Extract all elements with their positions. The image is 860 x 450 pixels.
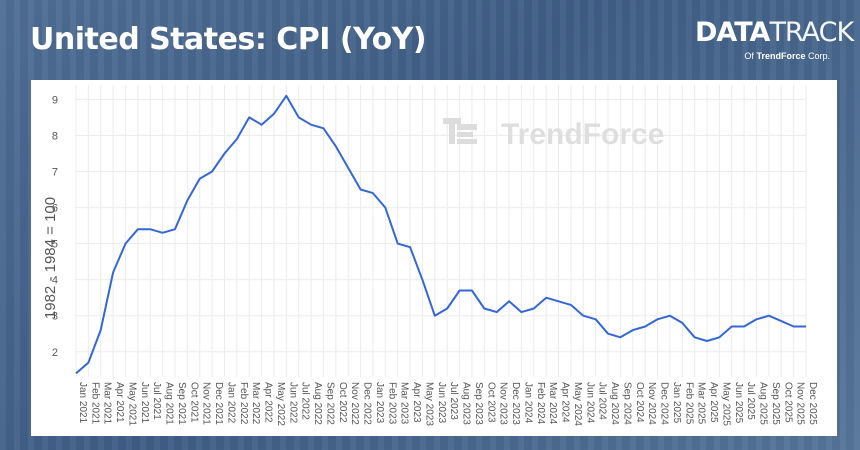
x-tick-label: Dec 2022 <box>362 382 373 425</box>
x-tick-label: Jun 2022 <box>287 382 298 424</box>
x-tick-label: Apr 2021 <box>114 382 125 423</box>
x-tick-label: Mar 2021 <box>102 382 113 425</box>
logo-wordmark: DATATRACK <box>695 17 854 48</box>
x-tick-label: Feb 2023 <box>386 382 397 425</box>
x-tick-label: Feb 2022 <box>238 382 249 425</box>
y-tick-label: 9 <box>52 94 58 106</box>
x-tick-label: Mar 2022 <box>250 382 261 425</box>
watermark-text: TrendForce <box>501 118 664 151</box>
x-tick-label: Nov 2024 <box>646 382 657 425</box>
x-tick-label: Jul 2023 <box>448 382 459 420</box>
y-tick-label: 5 <box>52 239 58 251</box>
x-tick-label: Oct 2022 <box>337 382 348 423</box>
x-tick-label: Nov 2023 <box>498 382 509 425</box>
x-tick-label: May 2023 <box>423 382 434 426</box>
x-tick-label: Nov 2022 <box>349 382 360 425</box>
x-tick-label: Sep 2025 <box>770 382 781 425</box>
datatrack-logo: DATATRACK Of TrendForce Corp. <box>695 17 854 68</box>
x-tick-label: Jun 2024 <box>584 382 595 424</box>
x-tick-label: Dec 2021 <box>213 382 224 425</box>
x-tick-label: Mar 2024 <box>547 382 558 425</box>
x-tick-label: Dec 2024 <box>659 382 670 425</box>
y-tick-label: 6 <box>52 203 58 215</box>
logo-company-suffix: Corp. <box>807 51 830 61</box>
y-tick-label: 3 <box>52 311 58 323</box>
x-tick-label: Mar 2025 <box>696 382 707 425</box>
x-tick-label: Sep 2023 <box>473 382 484 425</box>
x-tick-label: Aug 2023 <box>461 382 472 425</box>
x-tick-label: Jul 2024 <box>597 382 608 420</box>
x-tick-label: Feb 2024 <box>535 382 546 425</box>
watermark-logo-icon <box>443 118 477 144</box>
x-tick-label: Jan 2022 <box>225 382 236 424</box>
x-tick-label: Jul 2025 <box>745 382 756 420</box>
x-tick-label: Jan 2021 <box>77 382 88 424</box>
x-tick-label: Aug 2021 <box>164 382 175 425</box>
logo-company: TrendForce <box>756 51 806 61</box>
x-tick-label: Oct 2021 <box>188 382 199 423</box>
y-tick-label: 7 <box>52 167 58 179</box>
x-tick-label: Jan 2023 <box>374 382 385 424</box>
x-tick-labels: Jan 2021 Feb 2021 Mar 2021 Apr 2021 May 2021… <box>77 382 818 426</box>
watermark: TrendForce <box>443 118 664 151</box>
logo-subline: Of TrendForce Corp. <box>695 51 830 61</box>
x-tick-label: May 2022 <box>275 382 286 426</box>
logo-of-text: Of <box>744 51 754 61</box>
x-tick-label: Apr 2023 <box>411 382 422 423</box>
x-tick-label: Sep 2021 <box>176 382 187 425</box>
y-axis-label: 1982 - 1984 = 100 <box>42 197 59 319</box>
chart-title: United States: CPI (YoY) <box>30 22 427 57</box>
logo-brand-light: TRACK <box>769 17 854 48</box>
x-tick-label: Apr 2024 <box>560 382 571 423</box>
y-tick-label: 8 <box>52 130 58 142</box>
x-tick-label: May 2024 <box>572 382 583 426</box>
x-tick-label: Apr 2022 <box>263 382 274 423</box>
x-tick-label: Oct 2023 <box>485 382 496 423</box>
y-tick-label: 4 <box>52 275 58 287</box>
y-tick-label: 2 <box>52 347 58 359</box>
x-tick-label: Apr 2025 <box>708 382 719 423</box>
x-tick-label: Jun 2023 <box>436 382 447 424</box>
x-tick-label: May 2025 <box>720 382 731 426</box>
x-tick-label: Jan 2025 <box>671 382 682 424</box>
x-tick-label: Nov 2025 <box>795 382 806 425</box>
x-tick-label: May 2021 <box>126 382 137 426</box>
x-tick-label: Sep 2022 <box>324 382 335 425</box>
x-tick-label: Feb 2021 <box>89 382 100 425</box>
x-tick-label: Jul 2021 <box>151 382 162 420</box>
x-tick-label: Aug 2024 <box>609 382 620 425</box>
x-tick-label: Jan 2024 <box>522 382 533 424</box>
logo-brand-bold: DATA <box>695 17 770 48</box>
x-tick-label: Feb 2025 <box>683 382 694 425</box>
x-tick-label: Mar 2023 <box>399 382 410 425</box>
grid <box>75 85 807 377</box>
x-tick-label: Jun 2021 <box>139 382 150 424</box>
x-tick-label: Jun 2025 <box>733 382 744 424</box>
y-tick-labels: 2 3 4 5 6 7 8 9 <box>52 94 58 358</box>
x-tick-label: Sep 2024 <box>621 382 632 425</box>
x-tick-label: Oct 2025 <box>782 382 793 423</box>
x-tick-label: Nov 2021 <box>201 382 212 425</box>
x-tick-label: Aug 2025 <box>758 382 769 425</box>
x-tick-label: Oct 2024 <box>634 382 645 423</box>
series-line-cpi <box>75 94 806 375</box>
x-tick-label: Dec 2025 <box>807 382 818 425</box>
x-tick-label: Dec 2023 <box>510 382 521 425</box>
x-tick-label: Aug 2022 <box>312 382 323 425</box>
x-tick-label: Jul 2022 <box>300 382 311 420</box>
